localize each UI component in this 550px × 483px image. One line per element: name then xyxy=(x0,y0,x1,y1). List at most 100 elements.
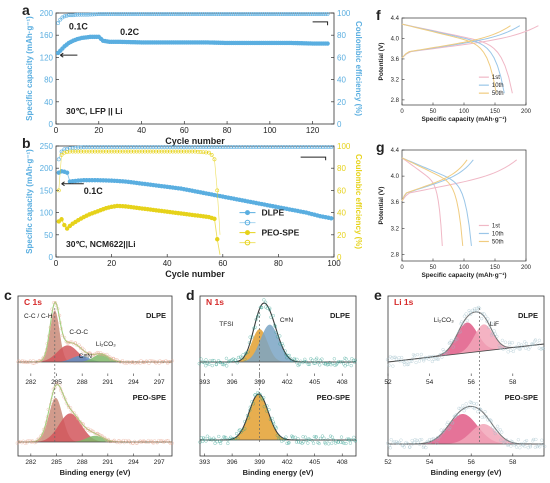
raw-point xyxy=(316,360,320,365)
x-tick-label-upper: 399 xyxy=(254,379,265,386)
panel-letter: g xyxy=(376,139,385,155)
data-point xyxy=(295,12,300,17)
raw-point xyxy=(342,441,346,445)
element-label: Li 1s xyxy=(394,297,414,307)
raw-point xyxy=(286,353,290,358)
data-point xyxy=(302,12,306,17)
raw-point xyxy=(244,351,248,355)
fit-component xyxy=(388,322,544,362)
raw-point xyxy=(82,348,86,352)
raw-point xyxy=(278,334,282,338)
x-tick-label-upper: 282 xyxy=(25,379,36,386)
raw-point xyxy=(45,342,49,346)
data-point xyxy=(215,145,220,150)
data-point xyxy=(165,145,170,150)
raw-point xyxy=(394,357,399,361)
y-tick-label: 4.0 xyxy=(391,36,400,42)
y2-axis-label: Coulombic efficiency (%) xyxy=(354,154,363,249)
raw-point xyxy=(310,439,314,443)
data-point xyxy=(129,145,133,150)
data-point xyxy=(190,145,195,150)
raw-point xyxy=(436,357,440,361)
raw-point xyxy=(214,362,219,366)
data-point xyxy=(180,12,185,17)
data-point xyxy=(317,12,321,17)
raw-point xyxy=(312,434,316,439)
data-point xyxy=(220,12,225,17)
data-point xyxy=(265,145,270,150)
x-tick-label-upper: 56 xyxy=(468,379,476,386)
data-point xyxy=(162,149,167,154)
raw-point xyxy=(81,422,85,426)
data-point xyxy=(255,12,259,17)
data-point xyxy=(193,12,197,17)
raw-point xyxy=(408,359,412,364)
data-point xyxy=(84,145,89,150)
raw-point xyxy=(145,359,149,364)
raw-point xyxy=(462,322,466,326)
raw-point xyxy=(108,439,112,444)
y-tick-label: 0 xyxy=(49,253,54,262)
raw-point xyxy=(278,436,282,440)
plot-frame xyxy=(55,12,335,125)
data-point xyxy=(140,145,145,150)
y-tick-label: 200 xyxy=(40,164,54,173)
x-axis-label: Binding energy (eV) xyxy=(243,468,314,477)
raw-point xyxy=(263,300,268,304)
y-tick-label: 40 xyxy=(44,98,53,107)
raw-point xyxy=(306,441,310,445)
raw-point xyxy=(472,406,477,411)
raw-point xyxy=(111,439,116,443)
data-point xyxy=(273,145,278,150)
raw-point xyxy=(246,350,250,354)
x-tick-label: 58 xyxy=(509,459,517,466)
y-tick-label: 4.4 xyxy=(391,16,400,22)
raw-point xyxy=(58,320,62,325)
x-tick-label: 288 xyxy=(77,459,88,466)
raw-point xyxy=(336,359,341,364)
legend-label: 1st xyxy=(492,223,500,229)
raw-point xyxy=(208,437,212,442)
raw-point xyxy=(303,357,307,361)
data-point xyxy=(186,12,191,17)
data-point xyxy=(246,12,251,17)
legend-marker xyxy=(244,230,250,236)
peak-label: C≡N xyxy=(280,317,293,324)
raw-point xyxy=(347,360,351,364)
data-point xyxy=(209,152,214,157)
peak-label: Li₂CO₃ xyxy=(96,341,116,348)
raw-point xyxy=(54,303,58,307)
data-point xyxy=(257,145,261,150)
data-point xyxy=(315,145,320,150)
raw-point xyxy=(295,361,299,365)
raw-point xyxy=(204,439,208,443)
y2-tick-label: 100 xyxy=(337,9,351,18)
raw-point xyxy=(48,325,52,330)
raw-point xyxy=(222,436,227,440)
raw-point xyxy=(446,350,450,355)
data-point xyxy=(238,12,242,17)
data-point xyxy=(79,149,83,154)
raw-point xyxy=(445,422,449,426)
x-tick-label-upper: 396 xyxy=(227,379,238,386)
raw-point xyxy=(436,437,441,441)
data-point xyxy=(181,149,186,154)
raw-point xyxy=(435,441,439,446)
x-tick-label: 405 xyxy=(309,459,320,466)
raw-point xyxy=(159,360,164,364)
raw-point xyxy=(217,434,221,439)
raw-point xyxy=(504,438,509,442)
raw-point xyxy=(523,444,527,449)
data-point xyxy=(70,146,75,150)
x-tick-label: 80 xyxy=(223,126,232,135)
raw-point xyxy=(531,342,536,347)
raw-point xyxy=(226,441,230,446)
x-tick-label: 0 xyxy=(54,126,59,135)
fit-component xyxy=(388,424,544,444)
raw-point xyxy=(248,335,252,339)
data-point xyxy=(128,12,133,17)
data-point xyxy=(84,12,88,17)
data-point xyxy=(309,145,314,150)
x-tick-label: 100 xyxy=(459,265,470,271)
data-point xyxy=(279,145,284,150)
